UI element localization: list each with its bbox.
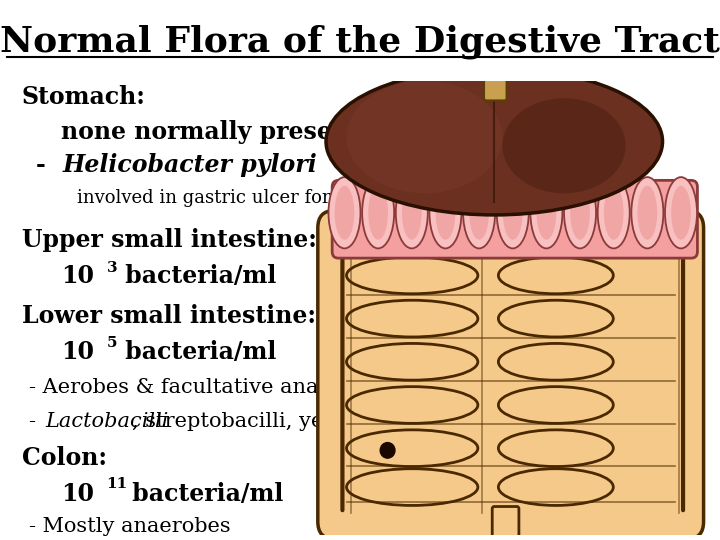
Text: Colon:: Colon:: [22, 446, 107, 470]
Text: 3: 3: [107, 261, 117, 275]
Text: 10: 10: [61, 265, 94, 288]
Ellipse shape: [469, 186, 489, 240]
Text: involved in gastric ulcer formation: involved in gastric ulcer formation: [77, 189, 394, 207]
Ellipse shape: [429, 177, 462, 248]
Ellipse shape: [346, 387, 478, 423]
Ellipse shape: [396, 177, 428, 248]
Text: 10: 10: [61, 340, 94, 364]
Ellipse shape: [503, 98, 626, 193]
FancyBboxPatch shape: [318, 211, 703, 539]
Ellipse shape: [665, 177, 697, 248]
Ellipse shape: [564, 177, 596, 248]
Ellipse shape: [346, 469, 478, 505]
Text: bacteria/ml: bacteria/ml: [124, 482, 283, 505]
Ellipse shape: [570, 186, 590, 240]
Text: bacteria/ml: bacteria/ml: [117, 265, 276, 288]
Ellipse shape: [362, 177, 394, 248]
Ellipse shape: [498, 469, 613, 505]
Text: -: -: [29, 411, 42, 431]
Ellipse shape: [497, 177, 528, 248]
Ellipse shape: [346, 81, 503, 193]
Ellipse shape: [346, 430, 478, 467]
Text: -: -: [36, 153, 54, 177]
Text: Normal Flora of the Digestive Tract: Normal Flora of the Digestive Tract: [0, 24, 720, 59]
Text: Lower small intestine:: Lower small intestine:: [22, 304, 315, 328]
Ellipse shape: [498, 257, 613, 294]
Ellipse shape: [326, 68, 662, 215]
Ellipse shape: [536, 186, 557, 240]
Circle shape: [380, 443, 395, 458]
Ellipse shape: [369, 186, 388, 240]
Ellipse shape: [402, 186, 422, 240]
Ellipse shape: [503, 186, 523, 240]
Ellipse shape: [637, 186, 657, 240]
Ellipse shape: [498, 387, 613, 423]
Text: 10: 10: [61, 482, 94, 505]
Ellipse shape: [531, 177, 562, 248]
Text: none normally present: none normally present: [61, 120, 360, 144]
Ellipse shape: [671, 186, 691, 240]
Text: Helicobacter pylori: Helicobacter pylori: [63, 153, 318, 177]
Ellipse shape: [604, 186, 624, 240]
Ellipse shape: [346, 343, 478, 380]
FancyBboxPatch shape: [492, 507, 519, 540]
Text: bacteria/ml: bacteria/ml: [117, 340, 276, 364]
Ellipse shape: [335, 186, 354, 240]
Text: Lactobacilli: Lactobacilli: [45, 411, 168, 431]
Text: 11: 11: [107, 477, 128, 491]
Ellipse shape: [498, 430, 613, 467]
Text: Upper small intestine:: Upper small intestine:: [22, 228, 317, 252]
Text: , streptobacilli, yeasts: , streptobacilli, yeasts: [132, 411, 366, 431]
Text: 5: 5: [107, 336, 117, 350]
Text: - Mostly anaerobes: - Mostly anaerobes: [29, 517, 230, 536]
Ellipse shape: [328, 177, 361, 248]
Ellipse shape: [498, 300, 613, 337]
Ellipse shape: [631, 177, 663, 248]
Ellipse shape: [463, 177, 495, 248]
Text: - Aerobes & facultative anaerobes: - Aerobes & facultative anaerobes: [29, 377, 390, 397]
FancyBboxPatch shape: [332, 180, 698, 258]
FancyBboxPatch shape: [484, 68, 507, 100]
Ellipse shape: [346, 300, 478, 337]
Ellipse shape: [346, 257, 478, 294]
Ellipse shape: [498, 343, 613, 380]
Ellipse shape: [436, 186, 455, 240]
Ellipse shape: [598, 177, 630, 248]
Text: Stomach:: Stomach:: [22, 85, 145, 109]
